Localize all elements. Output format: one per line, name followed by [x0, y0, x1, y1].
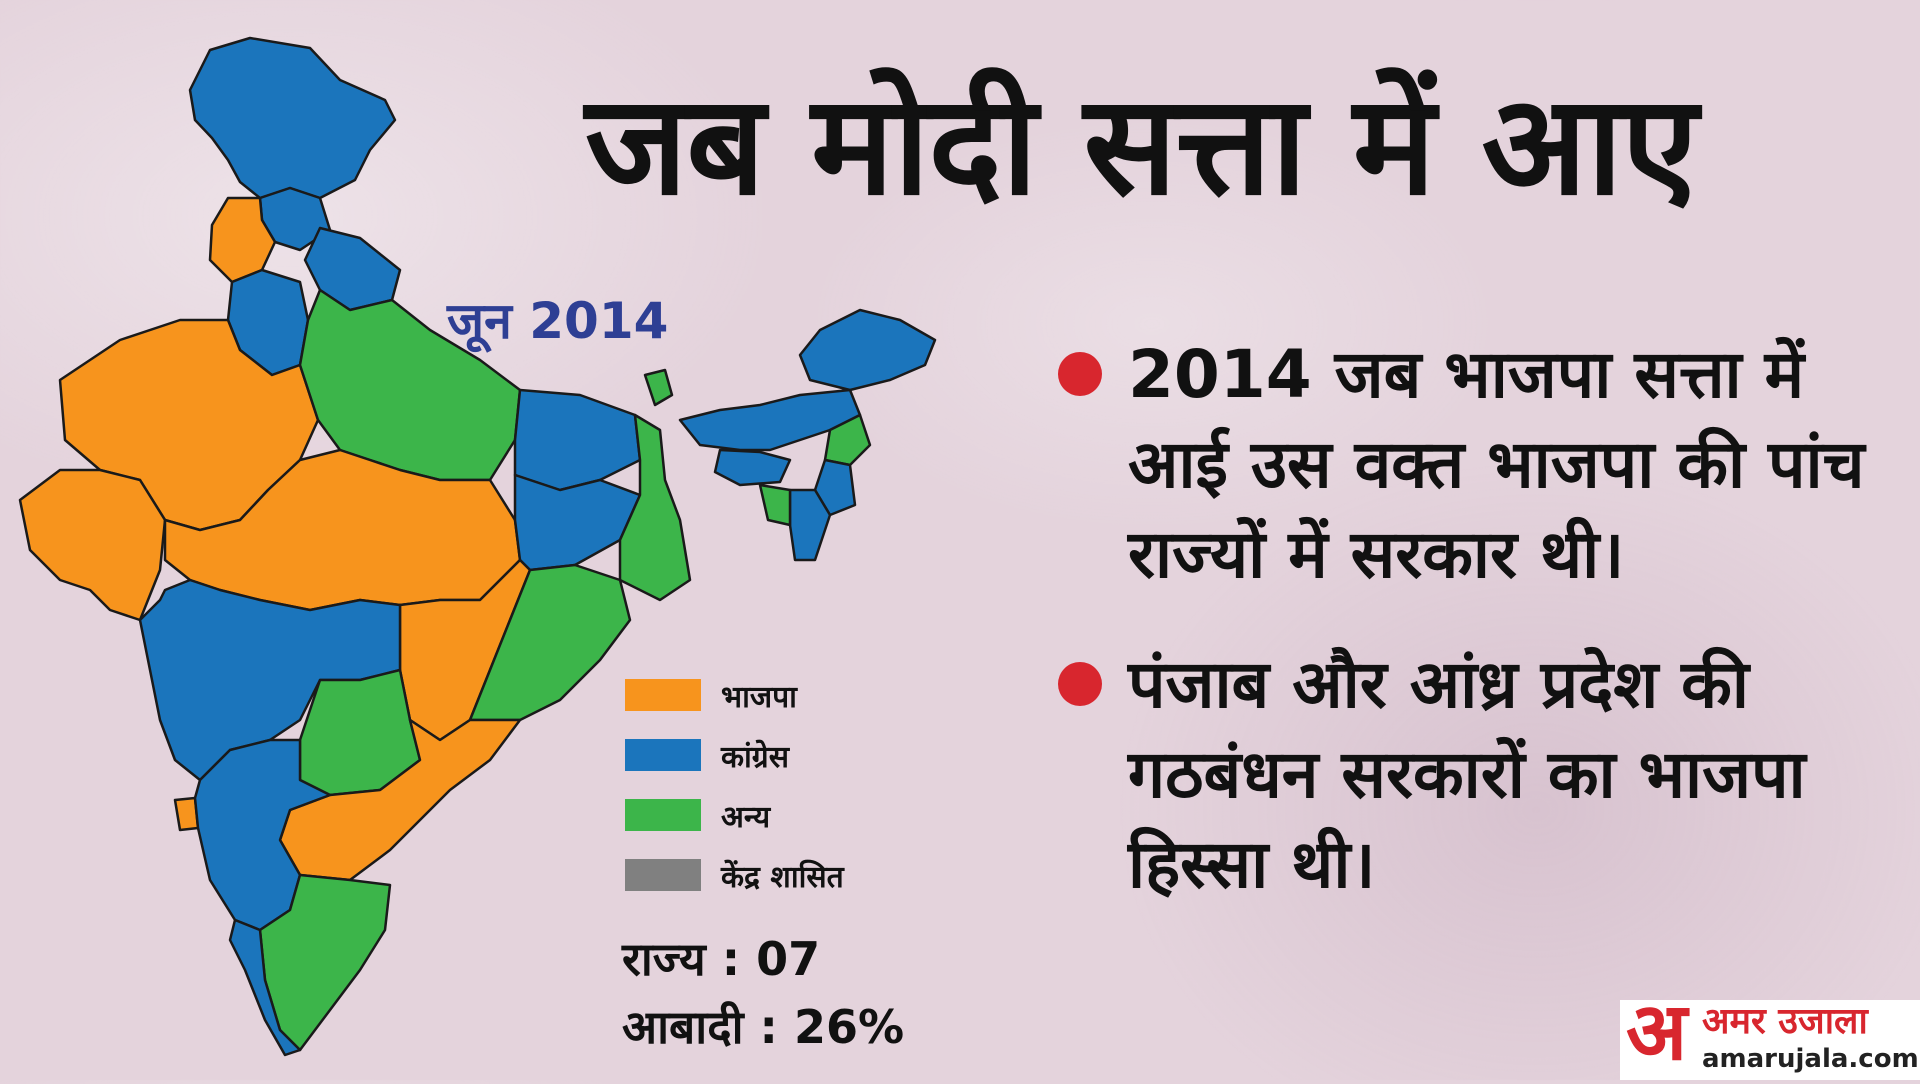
- stats-block: राज्य : 07 आबादी : 26%: [622, 925, 904, 1061]
- logo-url: amarujala.com: [1702, 1044, 1919, 1074]
- india-map: जून 2014: [0, 20, 960, 1080]
- states-count: राज्य : 07: [622, 932, 821, 986]
- state-nagaland: [823, 413, 872, 467]
- bullet-text: पंजाब और आंध्र प्रदेश की गठबंधन सरकारों …: [1128, 646, 1806, 903]
- population-share: आबादी : 26%: [622, 1000, 905, 1054]
- state-meghalaya: [713, 448, 792, 487]
- state-maharashtra: [138, 578, 402, 782]
- headline: जब मोदी सत्ता में आए: [585, 65, 1698, 226]
- state-tamil-nadu: [258, 873, 392, 1052]
- state-sikkim: [643, 368, 674, 407]
- bullet-item: पंजाब और आंध्र प्रदेश की गठबंधन सरकारों …: [1058, 640, 1908, 910]
- logo-mark: अ: [1626, 985, 1688, 1078]
- state-jharkhand: [513, 473, 642, 572]
- logo-name: अमर उजाला: [1702, 1001, 1868, 1042]
- legend-label-union-territory: केंद्र शासित: [721, 860, 844, 895]
- bullet-item: 2014 जब भाजपा सत्ता में आई उस वक्त भाजपा…: [1058, 330, 1908, 600]
- publisher-logo: अ अमर उजाला amarujala.com: [1620, 992, 1920, 1080]
- state-arunachal: [798, 308, 937, 392]
- legend-label-congress: कांग्रेस: [721, 740, 790, 775]
- bullet-text: 2014 जब भाजपा सत्ता में आई उस वक्त भाजपा…: [1128, 336, 1865, 593]
- state-manipur: [813, 458, 857, 517]
- state-kerala: [228, 918, 302, 1057]
- state-gujarat: [18, 468, 167, 622]
- state-uttar-pradesh: [298, 288, 522, 482]
- legend-swatch-union-territory: [625, 859, 701, 891]
- bullet-list: 2014 जब भाजपा सत्ता में आई उस वक्त भाजपा…: [1058, 330, 1908, 950]
- state-tripura: [758, 483, 792, 527]
- bullet-dot-icon: [1058, 352, 1102, 396]
- state-bihar: [513, 388, 642, 492]
- state-map-svg: [18, 36, 937, 1057]
- map-date-label: जून 2014: [447, 292, 669, 350]
- legend-label-bjp: भाजपा: [721, 680, 797, 715]
- legend-swatch-others: [625, 799, 701, 831]
- state-karnataka: [193, 738, 332, 932]
- legend-label-others: अन्य: [721, 800, 771, 835]
- legend-swatch-bjp: [625, 679, 701, 711]
- bullet-dot-icon: [1058, 662, 1102, 706]
- state-jammu-kashmir: [188, 36, 397, 200]
- state-west-bengal: [618, 413, 692, 602]
- legend-swatch-congress: [625, 739, 701, 771]
- state-odisha: [468, 563, 632, 722]
